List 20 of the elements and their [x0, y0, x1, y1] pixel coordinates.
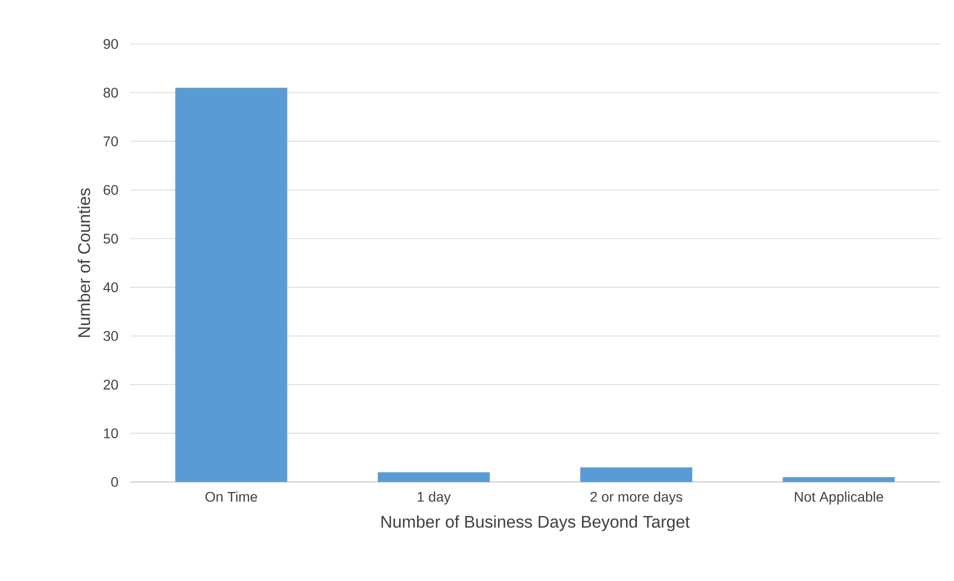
bar — [378, 472, 490, 482]
y-tick-label: 70 — [104, 136, 118, 146]
y-tick-label: 0 — [111, 477, 118, 487]
x-tick-label: 2 or more days — [590, 492, 682, 505]
y-tick-label: 90 — [104, 39, 118, 49]
x-tick-label: 1 day — [418, 492, 451, 505]
y-tick-label: 50 — [104, 234, 118, 244]
bar — [782, 477, 895, 482]
y-tick-label: 60 — [104, 185, 118, 195]
x-tick-label: Not Applicable — [794, 492, 884, 505]
y-tick-label: 30 — [104, 331, 118, 341]
bar — [175, 88, 288, 482]
y-axis-title: Number of Counties — [78, 188, 90, 337]
x-axis-title: Number of Business Days Beyond Target — [382, 515, 690, 532]
y-tick-label: 80 — [104, 88, 118, 98]
y-tick-label: 10 — [104, 428, 118, 438]
y-tick-label: 40 — [103, 282, 118, 292]
bar — [580, 467, 692, 482]
y-tick-label: 20 — [104, 380, 118, 390]
x-tick-label: On Time — [205, 492, 258, 502]
